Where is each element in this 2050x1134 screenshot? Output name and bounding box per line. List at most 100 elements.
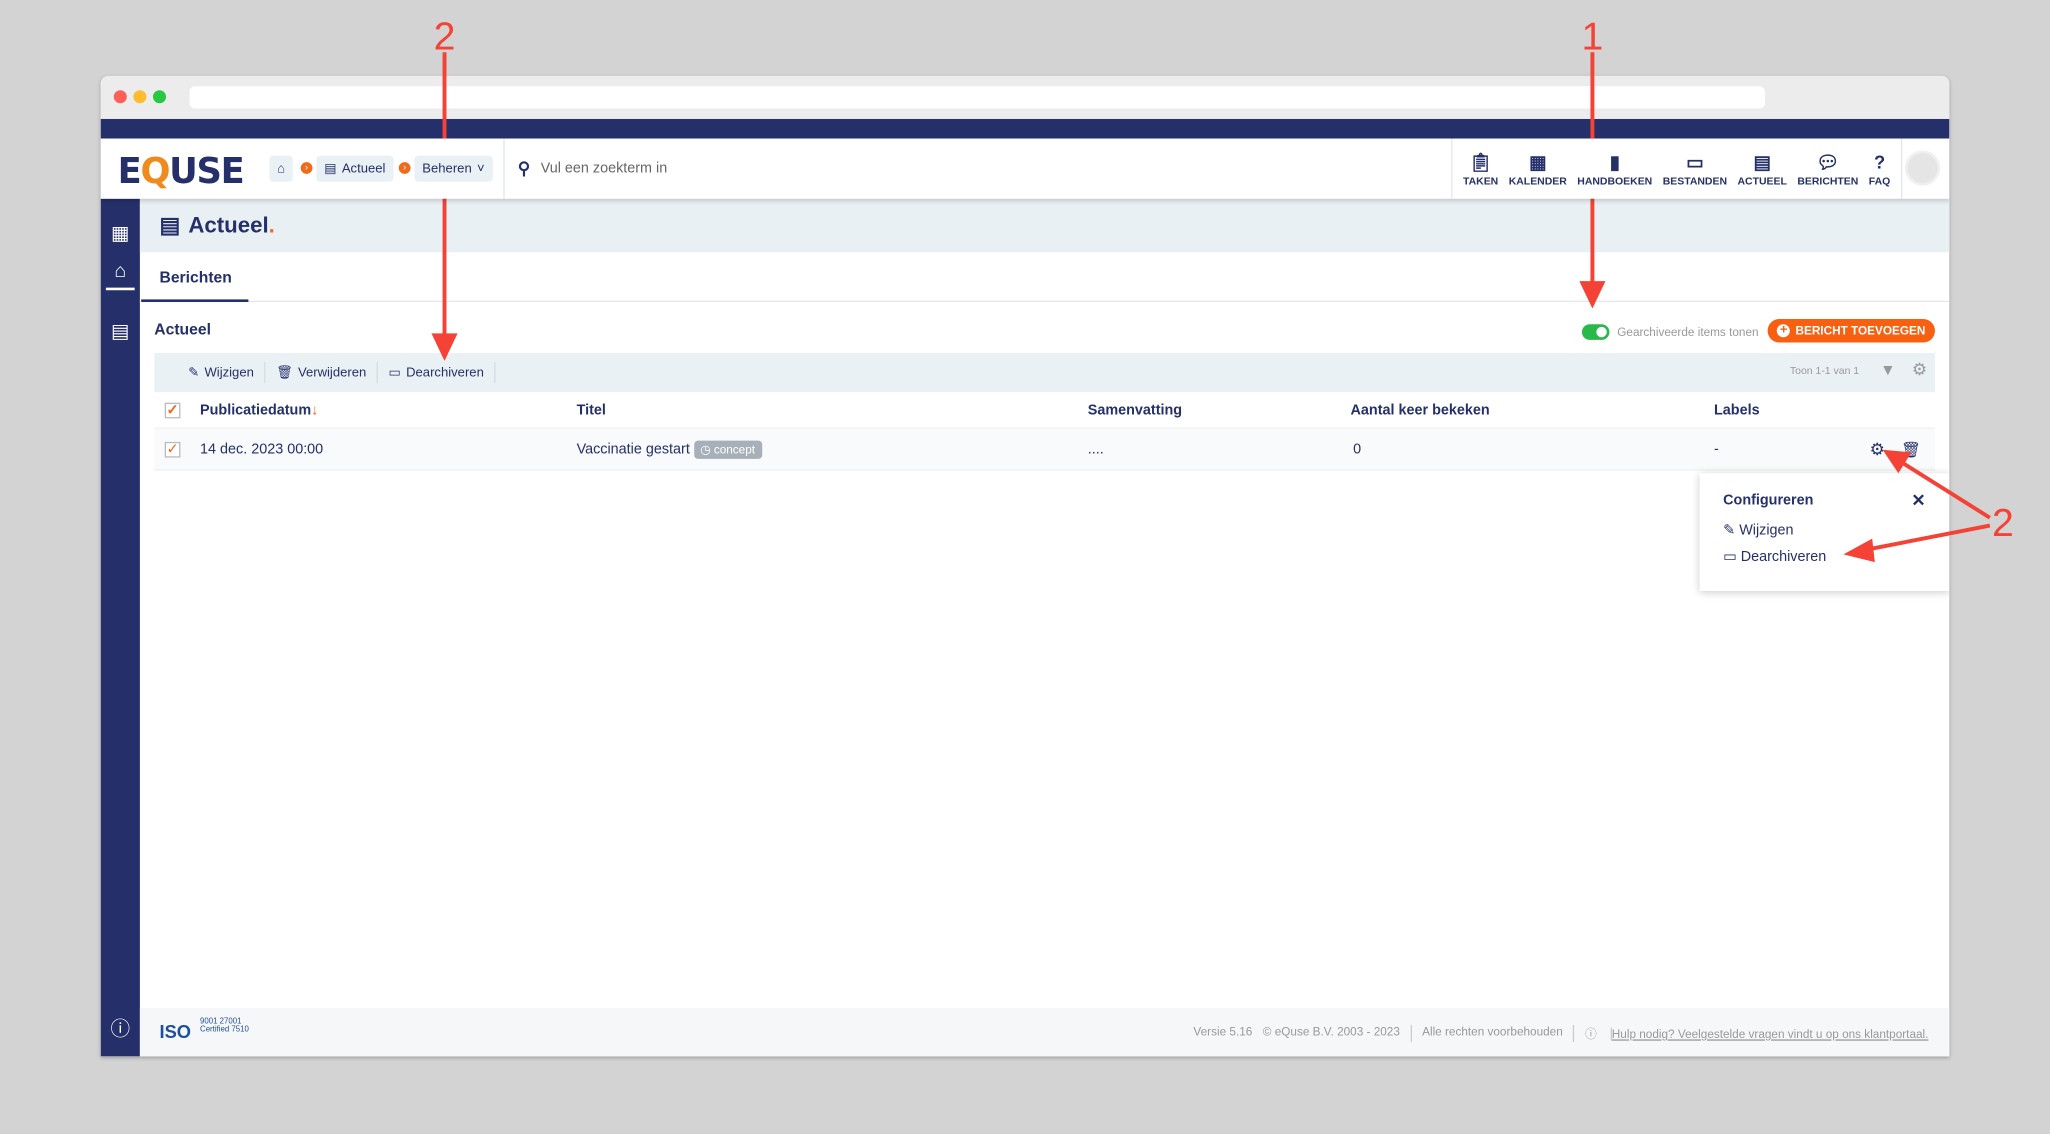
nav-kalender[interactable]: ▦ KALENDER [1508, 151, 1567, 187]
row-trash-icon[interactable]: 🗑︎ [1900, 439, 1921, 459]
archived-items-toggle[interactable] [1581, 324, 1610, 340]
version: Versie 5.16 [1193, 1025, 1253, 1039]
tab-berichten[interactable]: Berichten [141, 252, 249, 303]
table-row[interactable]: ✓ 14 dec. 2023 00:00 Vaccinatie gestart ◷… [154, 428, 1935, 471]
archive-icon: ▭ [388, 365, 401, 380]
row-date: 14 dec. 2023 00:00 [200, 441, 324, 457]
breadcrumb-home[interactable]: ⌂ [269, 155, 293, 182]
question-icon: ? [1873, 151, 1886, 172]
archive-icon: ▭ [1723, 549, 1741, 565]
page-title: ▤ Actueel. [159, 213, 275, 238]
row-title[interactable]: Vaccinatie gestart ◷ concept [577, 439, 762, 459]
row-views: 0 [1353, 441, 1362, 457]
popup-title: Configureren [1723, 492, 1814, 509]
select-all-checkbox[interactable]: ✓ [164, 402, 181, 418]
row-checkbox[interactable]: ✓ [164, 441, 181, 457]
add-message-button[interactable]: + BERICHT TOEVOEGEN [1767, 319, 1935, 343]
app-header: EQUSE ⌂ › ▤Actueel › Beheren˅ ⚲ 📋︎TAKEN … [100, 138, 1950, 199]
annotation-label-1: 1 [1582, 15, 1604, 59]
help-link-wrap: ⓘ Hulp nodig? Veelgestelde vragen vindt … [1584, 1025, 1929, 1042]
configure-popup: Configureren ✕ ✎ Wijzigen ▭ Dearchiveren [1699, 473, 1950, 591]
rights: Alle rechten voorbehouden [1422, 1025, 1575, 1042]
row-labels: - [1714, 441, 1719, 457]
nav-berichten[interactable]: 💬︎ BERICHTEN [1797, 151, 1859, 187]
result-count: Toon 1-1 van 1 [1789, 364, 1860, 377]
browser-window: ████ ██████ · ████ ██████ ████ EQUSE ⌂ ›… [100, 75, 1950, 1057]
home-icon[interactable]: ⌂ [105, 260, 135, 291]
help-icon[interactable]: ⓘ [110, 1018, 131, 1041]
column-header-views[interactable]: Aantal keer bekeken [1350, 402, 1490, 418]
search-input[interactable] [540, 160, 1064, 177]
iso-certifications: 9001 27001 Certified 7510 [200, 1018, 249, 1035]
row-summary: .... [1087, 441, 1104, 457]
column-header-date[interactable]: Publicatiedatum↓ [200, 402, 319, 418]
nav-taken[interactable]: 📋︎ TAKEN [1462, 151, 1499, 187]
section-title: Actueel [154, 320, 211, 339]
filter-icon[interactable]: ▼ [1880, 360, 1896, 380]
newspaper-icon: ▤ [159, 213, 181, 238]
clipboard-icon: 📋︎ [1468, 151, 1493, 172]
gear-icon[interactable]: ⚙ [1911, 359, 1928, 380]
unarchive-button[interactable]: ▭ Dearchiveren [378, 362, 496, 384]
archive-icon: ▭ [1686, 151, 1704, 172]
popup-edit-item[interactable]: ✎ Wijzigen [1723, 522, 1794, 539]
trash-icon: 🗑︎ [276, 365, 293, 380]
table-header-row: ✓ Publicatiedatum↓ Titel Samenvatting Aa… [154, 392, 1935, 429]
minimize-dot[interactable] [133, 90, 147, 104]
browser-titlebar [100, 75, 1950, 119]
annotation-label-2: 2 [434, 15, 456, 59]
breadcrumb-actueel[interactable]: ▤ Actueel [316, 155, 394, 182]
pencil-icon: ✎ [1723, 522, 1740, 539]
top-nav: 📋︎ TAKEN ▦ KALENDER ▮ HANDBOEKEN ▭ BESTANDEN… [1451, 138, 1903, 199]
home-icon: ⌂ [277, 161, 286, 176]
comments-icon: 💬︎ [1816, 151, 1840, 172]
column-header-title[interactable]: Titel [576, 402, 606, 418]
newspaper-icon: ▤ [324, 161, 337, 176]
page-title-band: ▤ Actueel. [139, 198, 1950, 253]
popup-unarchive-item[interactable]: ▭ Dearchiveren [1723, 549, 1827, 565]
nav-handboeken[interactable]: ▮ HANDBOEKEN [1577, 151, 1653, 187]
sidebar: ▦ ⌂ ▤ ⓘ [100, 198, 140, 1057]
edit-button[interactable]: ✎ Wijzigen [178, 362, 266, 384]
help-link[interactable]: Hulp nodig? Veelgestelde vragen vindt u … [1611, 1027, 1929, 1041]
book-icon: ▮ [1609, 151, 1620, 172]
newspaper-icon: ▤ [1753, 151, 1771, 172]
column-header-summary[interactable]: Samenvatting [1087, 402, 1183, 418]
question-icon: ⓘ [1584, 1027, 1612, 1041]
footer: ISO 9001 27001 Certified 7510 Versie 5.1… [139, 1008, 1950, 1057]
plus-circle-icon: + [1777, 324, 1791, 338]
nav-bestanden[interactable]: ▭ BESTANDEN [1662, 151, 1728, 187]
row-gear-icon[interactable]: ⚙ [1869, 438, 1885, 459]
apps-grid-icon[interactable]: ▦ [111, 222, 130, 245]
annotation-label-2-right: 2 [1992, 501, 2014, 545]
search-bar: ⚲ [503, 138, 1444, 199]
status-badge: ◷ concept [693, 439, 762, 459]
copyright: © eQuse B.V. 2003 - 2023 [1263, 1025, 1412, 1042]
sort-arrow-icon: ↓ [311, 402, 319, 418]
close-dot[interactable] [113, 90, 127, 104]
avatar[interactable] [1904, 150, 1941, 186]
table-toolbar: ✎ Wijzigen 🗑︎ Verwijderen ▭ Dearchiveren To… [154, 352, 1935, 393]
chevron-right-icon: › [398, 162, 411, 174]
tabs: Berichten [139, 252, 1950, 303]
top-band: ████ ██████ · ████ ██████ ████ [100, 118, 1950, 178]
iso-logo: ISO [159, 1021, 192, 1042]
calendar-icon: ▦ [1529, 151, 1547, 172]
nav-actueel[interactable]: ▤ ACTUEEL [1737, 151, 1787, 187]
close-icon[interactable]: ✕ [1911, 490, 1926, 510]
chevron-down-icon: ˅ [476, 161, 485, 176]
chevron-right-icon: › [300, 162, 313, 174]
equse-logo[interactable]: EQUSE [117, 151, 245, 193]
address-bar[interactable] [189, 86, 1765, 109]
pencil-icon: ✎ [188, 365, 200, 380]
maximize-dot[interactable] [152, 90, 167, 104]
breadcrumb-beheren-dropdown[interactable]: Beheren ˅ [414, 155, 493, 182]
delete-button[interactable]: 🗑︎ Verwijderen [266, 362, 379, 384]
toggle-label: Gearchiveerde items tonen [1617, 325, 1759, 339]
footer-info: Versie 5.16 © eQuse B.V. 2003 - 2023 All… [1193, 1025, 1928, 1042]
nav-faq[interactable]: ? FAQ [1868, 151, 1891, 187]
column-header-labels[interactable]: Labels [1714, 402, 1760, 418]
newspaper-icon[interactable]: ▤ [111, 320, 130, 343]
search-icon: ⚲ [517, 158, 531, 178]
clock-icon: ◷ [700, 442, 714, 456]
